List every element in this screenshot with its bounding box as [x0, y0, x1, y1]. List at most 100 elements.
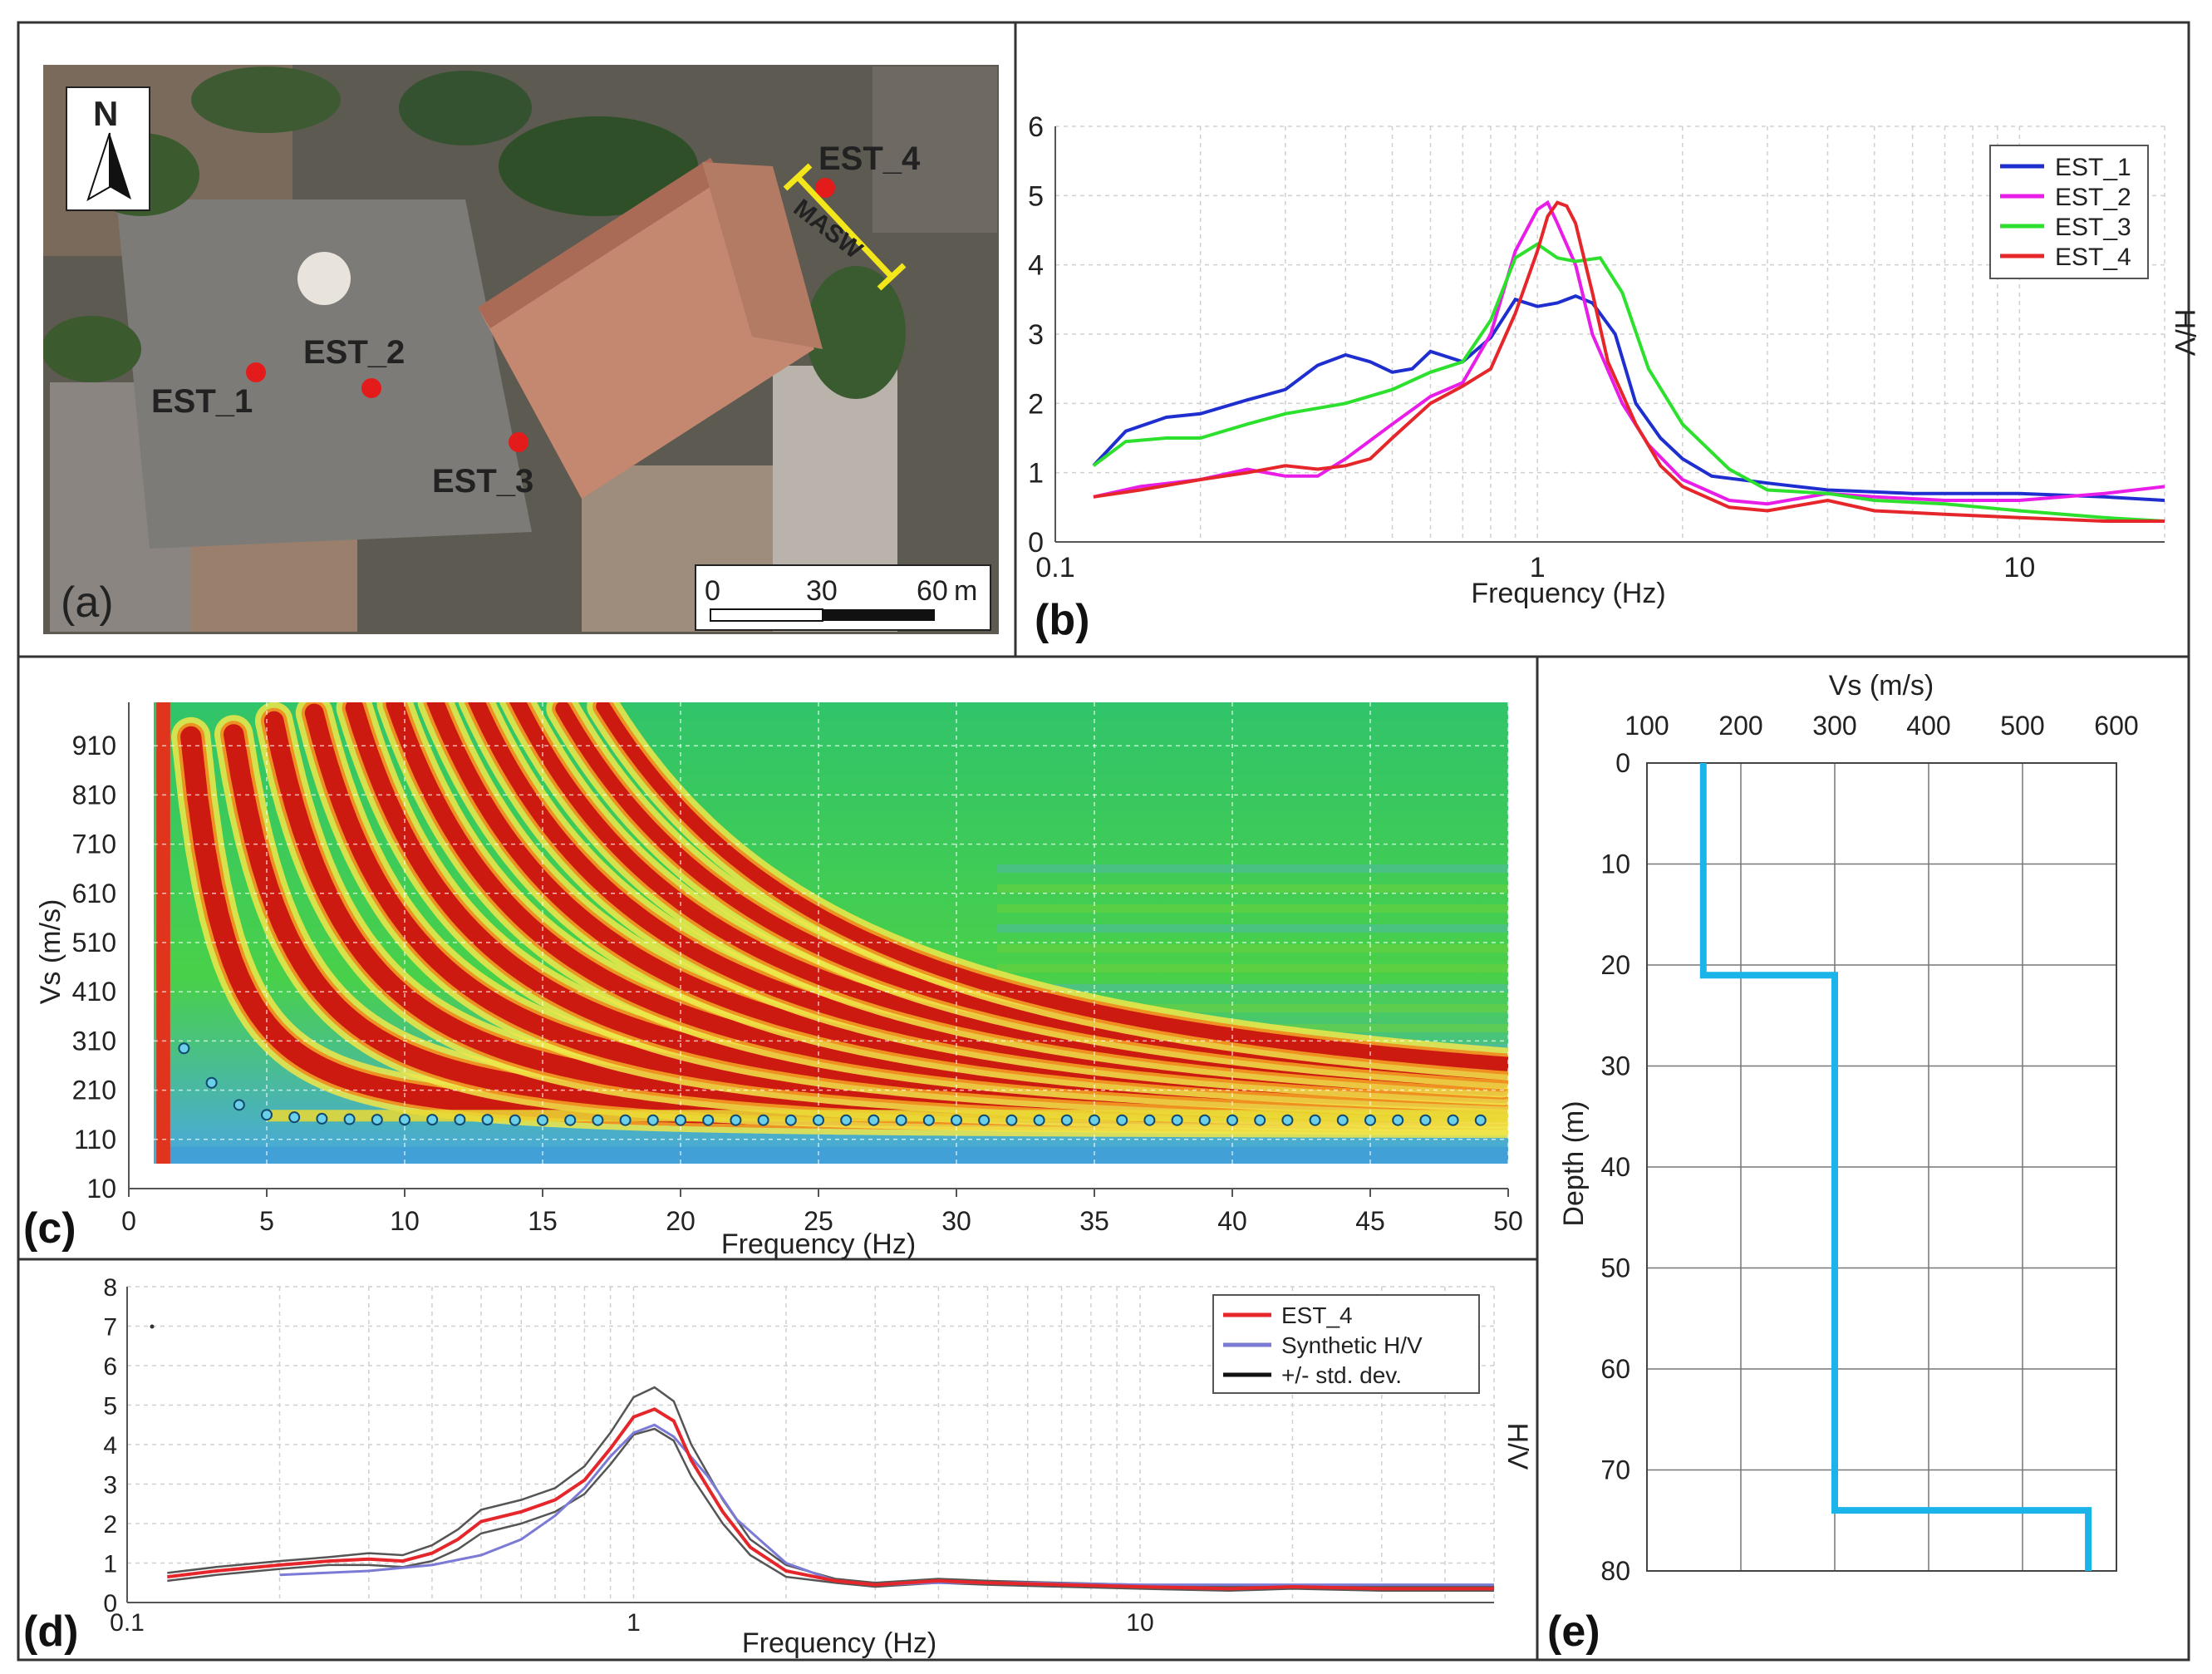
x-axis-label: Frequency (Hz) [742, 1627, 936, 1659]
dispersion-pick [1089, 1114, 1100, 1126]
legend-label: EST_4 [1281, 1302, 1353, 1328]
dispersion-pick [1060, 1114, 1073, 1126]
panel-label-b: (b) [1035, 596, 1089, 644]
x-tick-label: 50 [1493, 1206, 1523, 1236]
dispersion-pick [178, 1042, 190, 1055]
station-label-est4: EST_4 [818, 140, 921, 177]
y-tick-label: 50 [1600, 1253, 1630, 1283]
x-tick-label: 10 [390, 1206, 420, 1236]
scale-tick-30: 30 [806, 575, 838, 607]
synthetic-hv-line [279, 1423, 1494, 1587]
legend-label: +/- std. dev. [1281, 1362, 1402, 1388]
dispersion-pick [1474, 1114, 1487, 1126]
fundamental-strip [267, 1110, 1508, 1122]
dispersion-pick [399, 1114, 410, 1126]
dispersion-pick [868, 1114, 880, 1126]
north-arrow-icon [66, 86, 150, 211]
series-line-est-3 [1092, 242, 2165, 523]
y-tick-label: 410 [72, 977, 116, 1007]
y-tick-label: 210 [72, 1076, 116, 1105]
stray-dot [150, 1324, 155, 1329]
heatmap-texture [997, 904, 1508, 913]
plot-area [1092, 199, 2165, 523]
series-line-est-2 [1093, 199, 2165, 506]
dispersion-pick [1171, 1114, 1183, 1126]
y-tick-label: 2 [1028, 388, 1044, 420]
dispersion-pick [233, 1099, 245, 1111]
dispersion-pick [1419, 1114, 1432, 1126]
y-tick-label: 310 [72, 1026, 116, 1056]
x-tick-label: 200 [1718, 711, 1762, 741]
kiosk [297, 252, 351, 305]
panel-e-vs-profile: 100 200 300 400 500 600 0 10 20 30 40 50 60 70 80 Vs (m… [1558, 670, 2139, 1586]
x-axis-label: Frequency (Hz) [1471, 578, 1665, 609]
y-tick-label: 0 [1028, 527, 1044, 559]
x-tick-label: 45 [1355, 1206, 1385, 1236]
x-tick-label: 500 [2000, 711, 2044, 741]
x-tick-label: 30 [941, 1206, 971, 1236]
x-tick-label: 0.1 [110, 1609, 145, 1637]
panel-label-a: (a) [61, 579, 114, 627]
x-tick-label: 300 [1812, 711, 1856, 741]
panel-b-hv-curves: 0 1 2 3 4 5 6 0.1 1 10 Frequency (Hz) H/V EST_1 EST_2… [1028, 111, 2200, 609]
x-tick-label: 25 [804, 1206, 833, 1236]
y-tick-label: 0 [103, 1590, 117, 1617]
dispersion-pick [288, 1111, 301, 1124]
dispersion-pick [205, 1076, 218, 1089]
dispersion-pick [784, 1114, 797, 1126]
y-tick-label: 1 [103, 1551, 117, 1578]
dispersion-pick [564, 1114, 577, 1126]
x-tick-label: 400 [1906, 711, 1950, 741]
x-tick-label: 1 [627, 1609, 641, 1637]
station-label-est1: EST_1 [151, 383, 253, 420]
heatmap-texture [997, 884, 1508, 893]
legend-label: EST_3 [2055, 214, 2131, 241]
dispersion-pick [1198, 1114, 1211, 1126]
y-tick-label: 8 [103, 1274, 117, 1302]
series-line-est-1 [1092, 294, 2165, 502]
y-tick-label: 40 [1600, 1152, 1630, 1182]
y-tick-label: 20 [1600, 950, 1630, 980]
heatmap-texture [997, 984, 1508, 992]
y-tick-label: 0 [1615, 748, 1630, 778]
dispersion-pick [261, 1109, 273, 1121]
station-label-est3: EST_3 [432, 463, 533, 500]
station-marker-est1 [246, 362, 266, 382]
dispersion-pick [481, 1114, 494, 1126]
dispersion-pick [1005, 1114, 1018, 1126]
dispersion-pick [895, 1114, 907, 1126]
y-tick-label: 6 [103, 1353, 117, 1381]
y-tick-label: 110 [74, 1125, 116, 1155]
x-tick-label: 40 [1217, 1206, 1247, 1236]
panel-label-d: (d) [23, 1608, 78, 1656]
y-tick-label: 710 [72, 830, 116, 859]
panel-label-e: (e) [1547, 1608, 1600, 1656]
masw-line [783, 163, 907, 291]
y-tick-label: 3 [1028, 319, 1044, 351]
dispersion-pick [619, 1114, 632, 1126]
panel-c-dispersion-spectrum: 0 5 10 15 20 25 30 35 40 45 5010110210310410510610… [35, 702, 1523, 1260]
heatmap-texture [997, 944, 1508, 953]
y-tick-label: 810 [72, 780, 116, 810]
y-tick-label: 10 [86, 1174, 116, 1204]
dispersion-pick [757, 1114, 769, 1126]
series-line-est-4 [1093, 200, 2165, 523]
panel-frames [17, 21, 2190, 1662]
y-tick-label: 10 [1600, 849, 1630, 879]
station-label-est2: EST_2 [303, 334, 405, 371]
y-tick-label: 7 [103, 1314, 117, 1342]
y-tick-label: 70 [1600, 1455, 1630, 1485]
dispersion-pick [1447, 1114, 1459, 1126]
y-tick-label: 4 [1028, 250, 1044, 282]
low-freq-edge [156, 702, 170, 1164]
x-tick-label: 15 [528, 1206, 558, 1236]
legend-label: EST_2 [2055, 184, 2131, 211]
dispersion-pick [702, 1114, 715, 1126]
y-tick-label: 6 [1028, 111, 1044, 143]
legend-label: EST_1 [2055, 154, 2131, 181]
x-tick-label: 0 [121, 1206, 136, 1236]
dispersion-pick [1281, 1114, 1294, 1126]
dispersion-pick [646, 1114, 659, 1126]
dispersion-pick [730, 1114, 742, 1126]
